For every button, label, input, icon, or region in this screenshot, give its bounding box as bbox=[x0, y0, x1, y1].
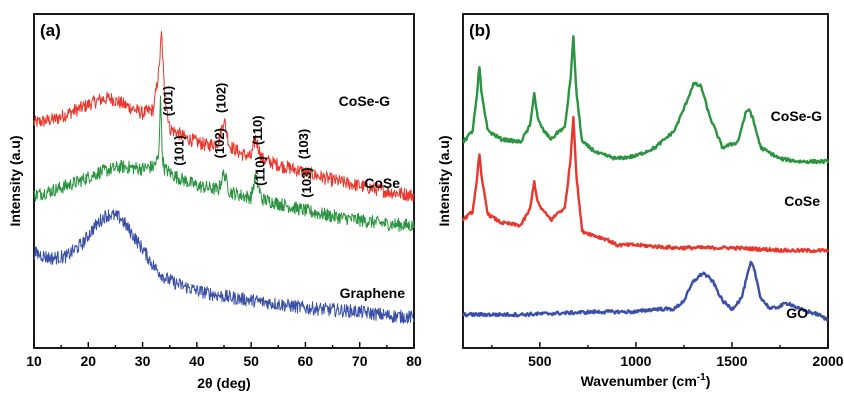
peak-label: (110) bbox=[250, 115, 265, 145]
series-line-cose-g bbox=[462, 35, 830, 165]
series-line-go bbox=[461, 260, 829, 322]
x-tick-label: 2000 bbox=[812, 353, 843, 369]
x-tick-label: 20 bbox=[80, 353, 96, 369]
x-tick-label: 50 bbox=[243, 353, 259, 369]
series-line-cose-g bbox=[33, 31, 415, 202]
plot-frame-1 bbox=[462, 13, 829, 349]
y-axis-label: Intensity (a.u) bbox=[7, 135, 23, 226]
x-tick-label: 70 bbox=[352, 353, 368, 369]
panel-label: (b) bbox=[469, 21, 491, 40]
series-line-cose bbox=[461, 115, 830, 254]
peak-label: (102) bbox=[214, 83, 229, 113]
x-tick-label: 1000 bbox=[620, 353, 651, 369]
series-label: CoSe bbox=[364, 175, 400, 191]
x-axis-label: 2θ (deg) bbox=[197, 375, 250, 391]
peak-label: (101) bbox=[160, 86, 175, 116]
panel-label: (a) bbox=[40, 21, 61, 40]
peak-label: (103) bbox=[296, 129, 311, 159]
series-label: Graphene bbox=[340, 285, 406, 301]
x-tick-label: 500 bbox=[528, 353, 552, 369]
peak-label: (102) bbox=[212, 128, 227, 158]
x-tick-label: 1500 bbox=[716, 353, 747, 369]
peak-label: (110) bbox=[253, 156, 268, 186]
x-axis-label: Wavenumber (cm-1) bbox=[581, 372, 711, 389]
series-line-cose bbox=[33, 95, 415, 232]
peak-label: (101) bbox=[171, 135, 186, 165]
series-label: CoSe bbox=[784, 193, 820, 209]
series-label: GO bbox=[786, 305, 808, 321]
series-line-graphene bbox=[33, 209, 415, 324]
x-tick-label: 60 bbox=[298, 353, 314, 369]
x-tick-label: 30 bbox=[135, 353, 151, 369]
series-label: CoSe-G bbox=[771, 108, 822, 124]
series-label: CoSe-G bbox=[339, 93, 390, 109]
y-axis-label: Intensity (a.u) bbox=[436, 135, 452, 226]
peak-label: (103) bbox=[299, 167, 314, 197]
x-tick-label: 40 bbox=[189, 353, 205, 369]
x-tick-label: 10 bbox=[26, 353, 42, 369]
x-tick-label: 80 bbox=[406, 353, 422, 369]
